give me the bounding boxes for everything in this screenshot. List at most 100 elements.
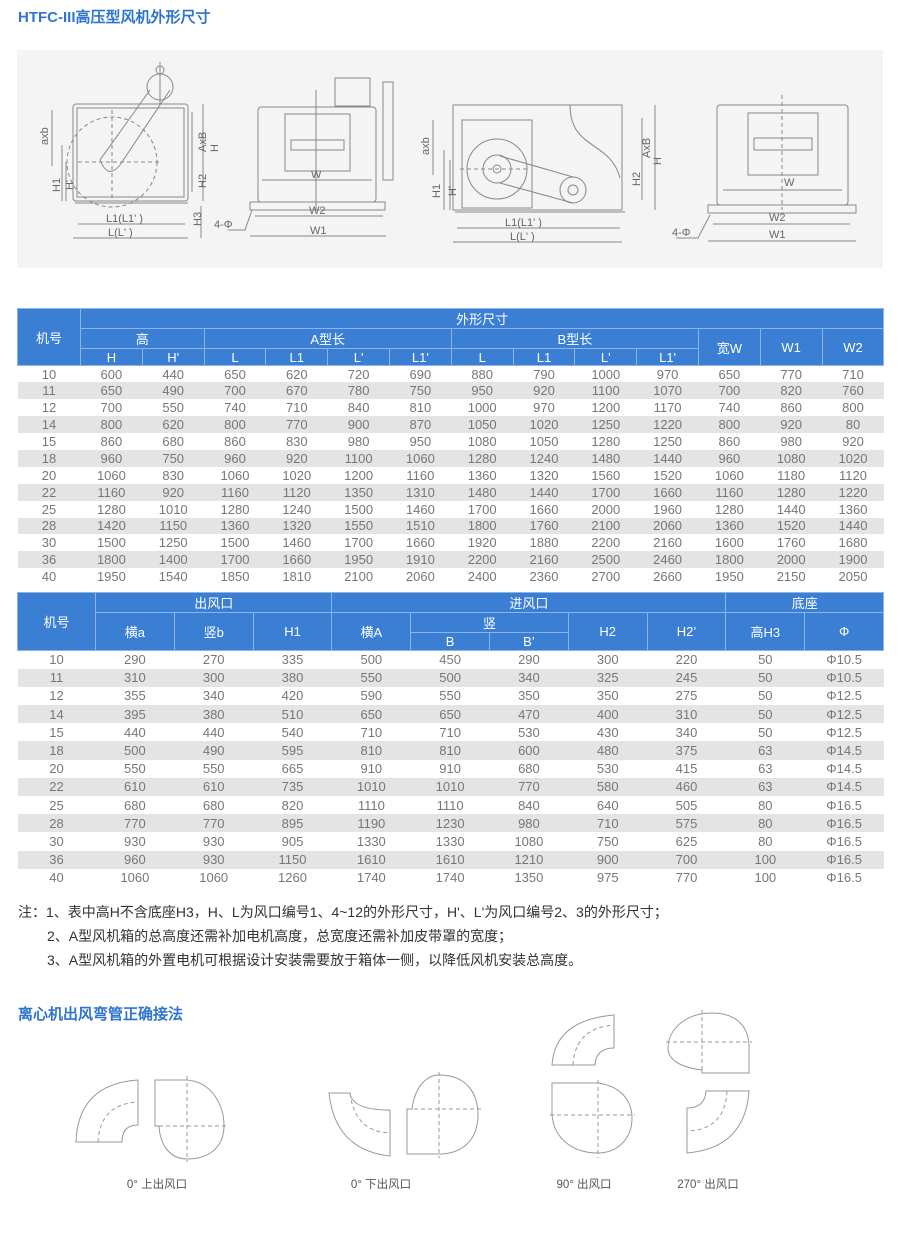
table-cell: 960 [204,449,266,467]
model-number-cell: 40 [17,568,81,586]
table-row: 18 500 490 595 810 810 600 480 375 63 Φ14.5 [17,741,884,760]
table-cell: 440 [142,365,205,383]
table-cell: 63 [725,741,805,760]
table-cell: 920 [822,433,884,450]
table-cell: 490 [174,741,254,760]
table-cell: 1760 [513,517,575,535]
table-cell: 1440 [760,500,823,518]
table-cell: 530 [568,759,648,778]
table-cell: 1060 [389,449,452,467]
table-cell: 975 [568,868,648,887]
table-cell: 1550 [327,517,390,535]
table-cell: 920 [513,382,575,400]
table-cell: 1280 [698,500,761,518]
table-cell: 610 [174,777,254,796]
table-cell: 595 [253,741,332,760]
label-axb-1: axb [39,127,51,145]
table-row: 20 1060 830 1060 1020 1200 1160 1360 1320 1560 152… [17,466,884,484]
table-cell: 1120 [822,466,884,484]
table-cell: 735 [253,777,332,796]
table-cell: 1240 [265,500,328,518]
table-cell: 1280 [760,483,823,501]
col-b-prime: B’ [489,632,569,651]
label-h3-1: H3 [192,212,204,226]
table-cell: 880 [451,365,514,383]
col-shu: 竖 [410,612,569,633]
table-cell: 2150 [760,568,823,586]
table-row: 12 700 550 740 710 840 810 1000 970 1200 1170 740 86… [17,399,884,417]
table-cell: 1330 [331,832,411,851]
table-cell: 1420 [80,517,143,535]
table-cell: 63 [725,777,805,796]
table-cell: 1800 [451,517,514,535]
table-cell: 2500 [574,551,637,569]
table-cell: 590 [331,686,411,706]
table-cell: 2160 [513,551,575,569]
table-row: 25 1280 1010 1280 1240 1500 1460 1700 1660 2000 19… [17,500,884,518]
model-number-cell: 22 [17,777,96,796]
table-cell: 840 [489,796,569,815]
table-cell: 1520 [636,466,699,484]
table-cell: 770 [489,777,569,796]
model-number-cell: 22 [17,483,81,501]
table-cell: 1010 [331,777,411,796]
table-cell: 575 [647,814,726,833]
table-cell: 395 [95,705,175,724]
table-cell: 100 [725,868,805,887]
col-a-l: L [203,348,267,366]
table-cell: 1180 [760,466,823,484]
elbow-label-90: 90° 出风口 [556,1179,612,1191]
model-number-cell: 15 [17,723,96,742]
table-cell: 800 [204,416,266,434]
table-cell: 1060 [204,466,266,484]
table-cell: 80 [725,814,805,833]
table-cell: 640 [568,796,648,815]
label-hprime-1: H' [64,180,76,190]
label-w2-2: W2 [769,212,786,224]
table-cell: 1660 [389,534,452,552]
table-row: 11 310 300 380 550 500 340 325 245 50 Φ10.5 [17,668,884,687]
model-number-cell: 12 [17,399,81,417]
table-row: 12 355 340 420 590 550 350 350 275 50 Φ12.5 [17,686,884,706]
table-cell: 1360 [451,466,514,484]
table-cell: 1700 [574,483,637,501]
table-cell: 610 [95,777,175,796]
table-cell: 1440 [822,517,884,535]
table-cell: 2360 [513,568,575,586]
table-cell: 760 [822,382,884,400]
table-cell: 620 [265,365,328,383]
label-h1-2: H1 [431,184,443,198]
table-cell: 1330 [410,832,490,851]
label-h2-1: H2 [197,174,209,188]
table-cell: Φ10.5 [804,650,884,669]
table-cell: 770 [265,416,328,434]
table-cell: 1120 [265,483,328,501]
table-cell: 50 [725,686,805,706]
col-group-base: 底座 [725,592,885,613]
table-cell: 450 [410,650,490,669]
table-cell: 1250 [574,416,637,434]
table-cell: 820 [253,796,332,815]
table-cell: 540 [253,723,332,742]
table-cell: 100 [725,850,805,869]
table-cell: 680 [174,796,254,815]
table-cell: 950 [451,382,514,400]
model-number-cell: 11 [17,382,81,400]
table-cell: 1060 [95,868,175,887]
label-axb-2: axb [420,137,432,155]
table-cell: 960 [80,449,143,467]
table-cell: 980 [489,814,569,833]
table-cell: 1280 [80,500,143,518]
table-cell: 1700 [451,500,514,518]
table-cell: 700 [647,850,726,869]
table-cell: Φ14.5 [804,741,884,760]
table-cell: 1440 [636,449,699,467]
table-cell: 1250 [636,433,699,450]
table-cell: 80 [725,832,805,851]
table-cell: 1880 [513,534,575,552]
table-cell: 2200 [451,551,514,569]
table-cell: 700 [698,382,761,400]
table-cell: 340 [647,723,726,742]
table-cell: 905 [253,832,332,851]
label-AxB-2: AxB [641,138,653,158]
